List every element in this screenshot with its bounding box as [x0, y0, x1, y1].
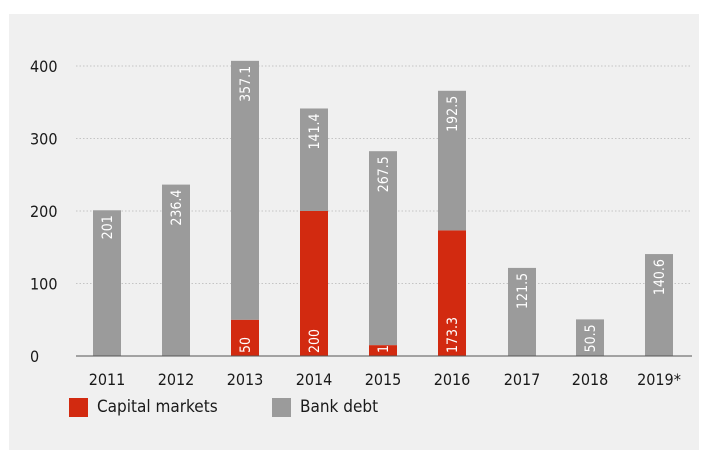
data-label-bank-debt-2012: 236.4: [169, 190, 185, 226]
bank-debt-swatch: [272, 397, 291, 417]
bar-capital-markets-2015: [369, 345, 397, 356]
data-label-capital-markets-2016: 173.3: [445, 317, 461, 353]
legend-label-bank-debt: Bank debt: [300, 397, 379, 417]
bar-bank-debt-2016: [438, 90, 466, 231]
x-tick-label-2017: 2017: [504, 370, 541, 389]
data-label-bank-debt-2019: 140.6: [652, 259, 668, 295]
data-label-bank-debt-2013: 357.1: [238, 66, 254, 102]
x-tick-label-2018: 2018: [572, 370, 609, 389]
y-tick-label-400: 400: [30, 57, 57, 76]
y-tick-label-300: 300: [30, 130, 57, 149]
bar-bank-debt-2017: [508, 267, 536, 356]
x-tick-label-2014: 2014: [296, 370, 333, 389]
x-tick-label-2015: 2015: [365, 370, 402, 389]
y-tick-label-0: 0: [30, 347, 39, 366]
bar-bank-debt-2019: [645, 254, 673, 356]
axes: 0 100 200 300 400 2011 2012 2013 2014 2015 2016 201…: [30, 57, 692, 389]
bar-capital-markets-2013: [231, 319, 259, 356]
data-label-bank-debt-2018: 50.5: [583, 324, 599, 352]
data-label-bank-debt-2011: 201: [100, 215, 116, 239]
legend-item-capital-markets: Capital markets: [69, 395, 218, 419]
bars: 201236.450357.1200141.415267.5173.3192.5…: [93, 60, 673, 356]
chart-panel: [9, 14, 699, 450]
x-tick-label-2012: 2012: [158, 370, 195, 389]
data-label-capital-markets-2014: 200: [307, 329, 323, 353]
x-tick-label-2019: 2019*: [637, 370, 681, 389]
bar-bank-debt-2013: [231, 60, 259, 320]
x-tick-label-2011: 2011: [89, 370, 126, 389]
data-label-bank-debt-2017: 121.5: [515, 273, 531, 309]
bar-bank-debt-2015: [369, 151, 397, 346]
y-tick-label-200: 200: [30, 202, 57, 221]
y-tick-label-100: 100: [30, 275, 57, 294]
data-label-capital-markets-2013: 50: [238, 337, 254, 353]
bar-bank-debt-2018: [576, 319, 604, 356]
legend-label-capital-markets: Capital markets: [97, 397, 218, 417]
bar-bank-debt-2014: [300, 108, 328, 211]
capital-markets-swatch: [69, 397, 88, 417]
data-label-bank-debt-2015: 267.5: [376, 156, 392, 192]
bar-capital-markets-2014: [300, 211, 328, 356]
x-tick-label-2016: 2016: [434, 370, 471, 389]
data-label-bank-debt-2016: 192.5: [445, 96, 461, 132]
bar-capital-markets-2016: [438, 230, 466, 356]
x-tick-label-2013: 2013: [227, 370, 264, 389]
legend-item-bank-debt: Bank debt: [272, 395, 378, 419]
bar-bank-debt-2012: [162, 184, 190, 356]
data-label-bank-debt-2014: 141.4: [307, 113, 323, 149]
bar-bank-debt-2011: [93, 210, 121, 356]
